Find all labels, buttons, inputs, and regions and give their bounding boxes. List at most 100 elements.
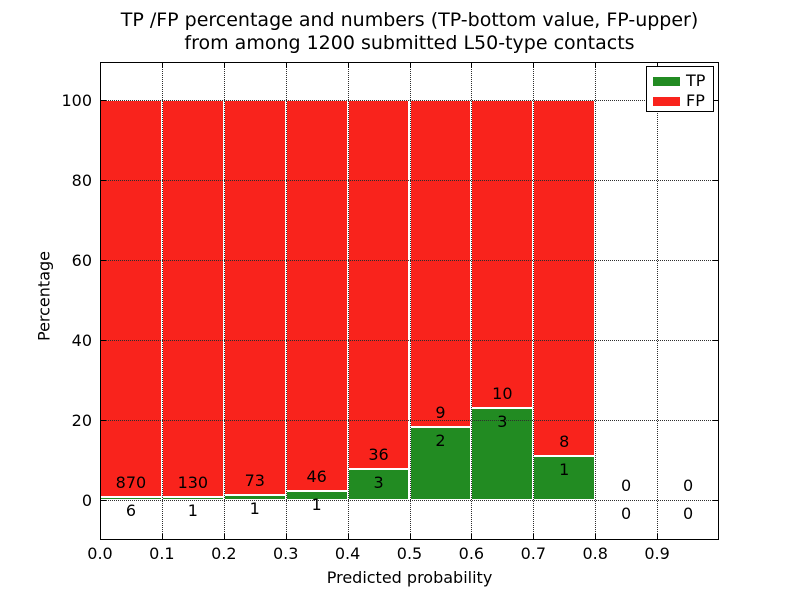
x-gridline <box>223 62 225 540</box>
y-tick <box>100 420 106 421</box>
x-tick <box>409 62 411 68</box>
y-tick <box>713 260 719 261</box>
x-gridline <box>161 62 163 540</box>
x-gridline <box>285 62 287 540</box>
fp-count-label: 9 <box>435 403 446 423</box>
y-gridline <box>100 180 719 181</box>
x-tick <box>347 62 349 68</box>
fp-count-label: 0 <box>682 476 694 495</box>
bar-fp-segment <box>100 100 162 498</box>
tp-count-label: 2 <box>435 431 446 451</box>
x-gridline <box>471 62 473 540</box>
x-gridline <box>657 62 659 540</box>
tp-count-label: 1 <box>249 498 260 518</box>
x-tick-label: 0.9 <box>644 544 670 563</box>
x-tick-label: 0.1 <box>149 544 175 563</box>
bar-tp-segment <box>471 407 534 500</box>
x-axis-label: Predicted probability <box>326 568 493 587</box>
bar-fp-segment <box>223 100 286 495</box>
bar-fp-segment <box>285 100 348 492</box>
x-tick <box>595 62 597 68</box>
y-gridline <box>100 340 719 341</box>
tp-count-label: 3 <box>373 473 384 493</box>
fp-count-label: 870 <box>115 473 147 493</box>
legend-label: TP <box>686 71 706 90</box>
legend-label: FP <box>686 91 705 110</box>
x-tick <box>100 534 101 540</box>
bar-fp-segment <box>409 100 472 428</box>
legend-entry: TP <box>653 72 713 90</box>
x-gridline <box>409 62 411 540</box>
bar-fp-segment <box>533 100 596 456</box>
y-gridline <box>100 260 719 261</box>
x-tick <box>161 534 163 540</box>
y-tick <box>713 100 719 101</box>
tp-count-label: 0 <box>621 504 632 523</box>
x-tick <box>657 62 659 68</box>
y-tick <box>100 260 106 261</box>
tp-count-label: 1 <box>559 459 570 479</box>
y-tick-label: 80 <box>71 171 92 190</box>
legend-entry: FP <box>653 92 713 110</box>
x-gridline <box>595 62 597 540</box>
x-tick <box>223 534 225 540</box>
x-tick <box>161 62 163 68</box>
y-gridline <box>100 100 719 101</box>
chart-title-line2: from among 1200 submitted L50-type conta… <box>184 32 635 54</box>
bar-tp-segment <box>347 469 410 500</box>
x-gridline <box>533 62 535 540</box>
x-tick <box>533 62 535 68</box>
x-tick-label: 0.2 <box>211 544 237 563</box>
x-tick-label: 0.6 <box>458 544 485 563</box>
y-tick <box>100 100 106 101</box>
x-tick <box>471 62 473 68</box>
y-gridline <box>100 420 719 421</box>
bar-fp-segment <box>161 100 224 497</box>
x-tick <box>471 534 473 540</box>
bar-tp-segment <box>533 455 596 500</box>
x-tick-label: 0.7 <box>520 544 547 563</box>
fp-count-label: 36 <box>368 445 389 465</box>
fp-count-label: 10 <box>492 383 513 403</box>
legend: TP FP <box>646 66 714 112</box>
y-tick-label: 100 <box>61 91 92 110</box>
y-tick <box>713 420 719 421</box>
x-tick-label: 0.0 <box>87 544 113 563</box>
tp-count-label: 6 <box>125 501 137 521</box>
y-gridline <box>100 500 719 501</box>
y-tick <box>100 340 106 341</box>
y-tick <box>100 500 106 501</box>
tp-count-label: 0 <box>682 504 694 523</box>
fp-count-label: 73 <box>244 470 265 490</box>
x-tick <box>657 534 659 540</box>
chart-title-line1: TP /FP percentage and numbers (TP-bottom… <box>120 9 699 31</box>
x-tick <box>223 62 225 68</box>
y-tick-label: 0 <box>81 491 92 510</box>
x-tick <box>100 62 101 68</box>
tp-count-label: 3 <box>497 411 508 431</box>
legend-swatch-fp <box>653 96 680 106</box>
fp-count-label: 46 <box>306 467 327 487</box>
x-tick <box>533 534 535 540</box>
plot-area: 870 6 130 1 73 1 46 1 36 3 9 2 10 3 8 1 0 0 0 0 <box>100 62 719 540</box>
x-tick <box>285 62 287 68</box>
x-tick <box>595 534 597 540</box>
x-tick-label: 0.8 <box>582 544 608 563</box>
fp-count-label: 0 <box>621 476 632 495</box>
y-tick <box>713 180 719 181</box>
x-tick-label: 0.5 <box>396 544 423 563</box>
y-tick <box>713 500 719 501</box>
x-tick-label: 0.3 <box>272 544 299 563</box>
x-gridline <box>347 62 349 540</box>
y-tick-label: 60 <box>71 251 92 270</box>
fp-count-label: 8 <box>559 431 570 451</box>
y-tick-label: 40 <box>71 331 92 350</box>
fp-count-label: 130 <box>177 472 209 492</box>
x-tick <box>285 534 287 540</box>
y-tick <box>100 180 106 181</box>
bar-fp-segment <box>347 100 410 470</box>
y-tick-label: 20 <box>71 411 92 430</box>
x-tick <box>347 534 349 540</box>
chart-title: TP /FP percentage and numbers (TP-bottom… <box>100 9 719 55</box>
